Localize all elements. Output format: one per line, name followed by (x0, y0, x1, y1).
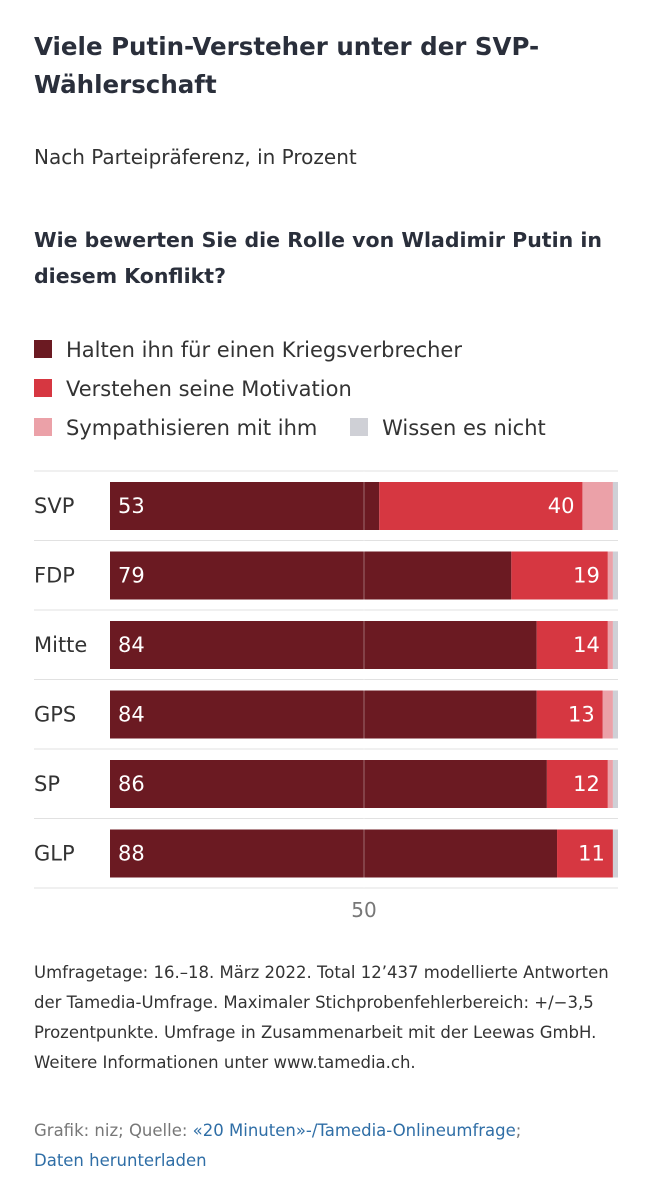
legend: Halten ihn für einen Kriegsverbrecher Ve… (34, 331, 634, 448)
bar-segment-sp-s2 (607, 760, 613, 808)
value-label-fdp-s0: 79 (118, 564, 145, 588)
legend-label: Wissen es nicht (382, 416, 546, 440)
bar-segment-sp-s3 (612, 760, 618, 808)
legend-label: Halten ihn für einen Kriegsverbrecher (66, 338, 462, 362)
legend-swatch (350, 418, 369, 436)
download-data-link[interactable]: Daten herunterladen (34, 1151, 207, 1170)
bar-segment-mitte-s1 (536, 621, 608, 669)
survey-footnote: Umfragetage: 16.–18. März 2022. Total 12… (34, 963, 609, 1072)
credits: Grafik: niz; Quelle: «20 Minuten»-/Tamed… (34, 1116, 634, 1176)
bar-segment-sp-s1 (546, 760, 608, 808)
value-label-glp-s1: 11 (578, 842, 605, 866)
bar-segment-glp-s3 (612, 829, 618, 878)
bar-segment-gps-s1 (536, 690, 603, 739)
bar-segment-mitte-s0 (110, 621, 537, 669)
category-label-gps: GPS (34, 703, 76, 727)
value-label-mitte-s1: 14 (573, 633, 600, 657)
value-label-gps-s1: 13 (568, 703, 595, 727)
value-label-svp-s0: 53 (118, 494, 145, 518)
value-label-sp-s1: 12 (573, 772, 600, 796)
bar-segment-mitte-s2 (607, 621, 613, 669)
legend-item-kriegsverbrecher: Halten ihn für einen Kriegsverbrecher (34, 338, 462, 362)
bar-segment-svp-s0 (110, 482, 380, 530)
bar-segment-fdp-s0 (110, 551, 512, 600)
bar-segment-svp-s2 (582, 482, 613, 530)
legend-label: Verstehen seine Motivation (66, 377, 352, 401)
bar-segment-gps-s0 (110, 690, 537, 739)
chart-title: Viele Putin-Versteher unter der SVP-Wähl… (34, 32, 540, 99)
x-tick-label-50: 50 (351, 898, 376, 922)
value-label-fdp-s1: 19 (573, 564, 600, 588)
bar-segment-gps-s2 (602, 690, 613, 739)
chart-subtitle: Nach Parteipräferenz, in Prozent (34, 145, 357, 169)
legend-swatch (34, 418, 52, 436)
bar-segment-fdp-s3 (612, 551, 618, 600)
legend-item-wissen-nicht: Wissen es nicht (350, 416, 546, 440)
credit-separator: ; (515, 1121, 522, 1140)
bar-segment-svp-s3 (612, 482, 618, 530)
value-label-glp-s0: 88 (118, 842, 145, 866)
legend-item-sympathisieren: Sympathisieren mit ihm (34, 416, 317, 440)
bar-segment-sp-s0 (110, 760, 547, 808)
category-label-sp: SP (34, 772, 60, 796)
legend-swatch (34, 340, 52, 358)
value-label-gps-s0: 84 (118, 703, 145, 727)
category-label-fdp: FDP (34, 564, 75, 588)
bar-segment-fdp-s1 (511, 551, 608, 600)
source-link[interactable]: «20 Minuten»-/Tamedia-Onlineumfrage (192, 1121, 516, 1140)
category-label-mitte: Mitte (34, 633, 87, 657)
category-label-glp: GLP (34, 842, 75, 866)
legend-item-verstehen: Verstehen seine Motivation (34, 377, 352, 401)
bar-segment-mitte-s3 (612, 621, 618, 669)
bar-segment-gps-s3 (612, 690, 618, 739)
value-label-sp-s0: 86 (118, 772, 145, 796)
bar-segment-glp-s1 (557, 829, 613, 878)
bar-segment-fdp-s2 (607, 551, 613, 600)
category-label-svp: SVP (34, 494, 74, 518)
legend-label: Sympathisieren mit ihm (66, 416, 318, 440)
credit-prefix: Grafik: niz; Quelle: (34, 1121, 193, 1140)
value-label-mitte-s0: 84 (118, 633, 145, 657)
bar-segment-svp-s1 (379, 482, 583, 530)
survey-question: Wie bewerten Sie die Rolle von Wladimir … (34, 228, 602, 288)
bar-segment-glp-s0 (110, 829, 558, 878)
value-label-svp-s1: 40 (548, 494, 575, 518)
legend-swatch (34, 379, 52, 397)
